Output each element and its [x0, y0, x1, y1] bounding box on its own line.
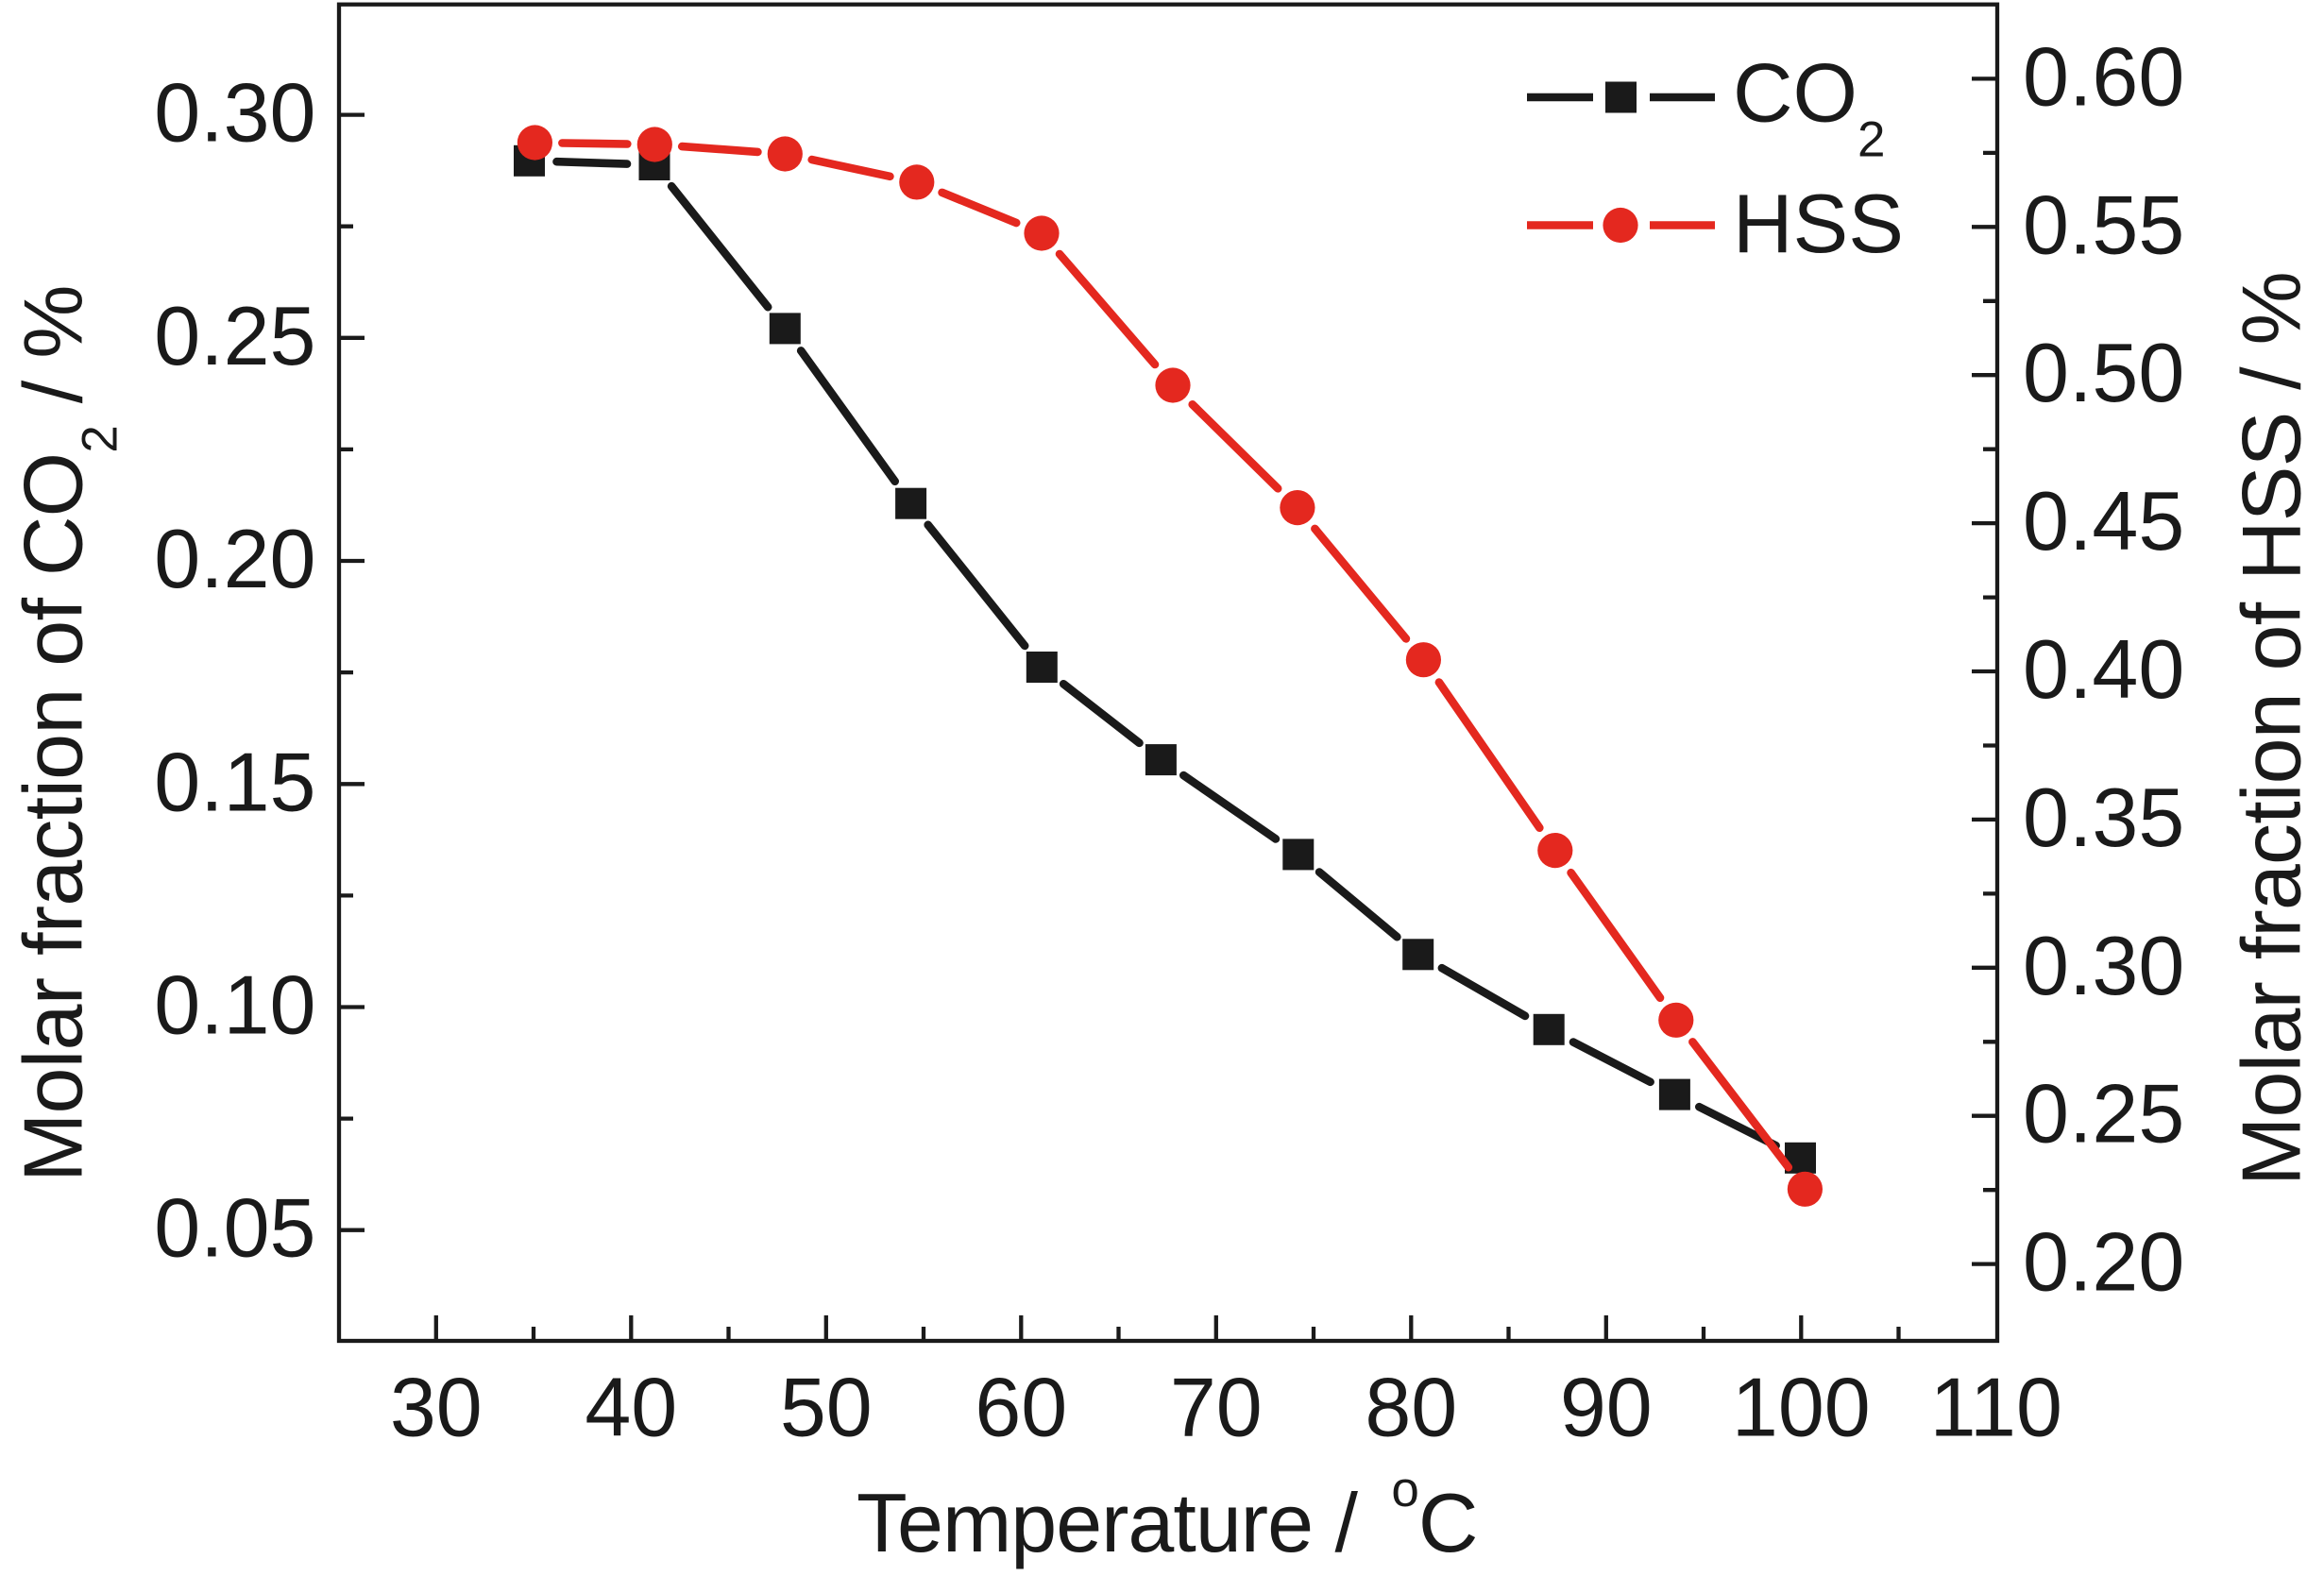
svg-text:0.30: 0.30	[154, 66, 315, 160]
svg-text:0.45: 0.45	[2023, 474, 2184, 568]
svg-text:0.40: 0.40	[2023, 622, 2184, 716]
svg-text:0.20: 0.20	[154, 512, 315, 605]
svg-text:80: 80	[1365, 1361, 1457, 1454]
svg-text:0.15: 0.15	[154, 735, 315, 828]
svg-text:0.60: 0.60	[2023, 29, 2184, 123]
svg-text:0.25: 0.25	[2023, 1067, 2184, 1161]
svg-text:0.10: 0.10	[154, 958, 315, 1052]
svg-text:90: 90	[1560, 1361, 1653, 1454]
svg-text:0.50: 0.50	[2023, 326, 2184, 419]
svg-text:Temperature / oC: Temperature / oC	[857, 1462, 1477, 1569]
svg-text:30: 30	[390, 1361, 483, 1454]
svg-text:50: 50	[780, 1361, 873, 1454]
svg-text:70: 70	[1170, 1361, 1263, 1454]
svg-text:HSS: HSS	[1733, 177, 1904, 270]
svg-text:0.35: 0.35	[2023, 771, 2184, 864]
svg-text:0.25: 0.25	[154, 289, 315, 382]
svg-text:Molar fraction of HSS / %: Molar fraction of HSS / %	[2225, 272, 2318, 1186]
svg-text:110: 110	[1930, 1361, 2062, 1454]
svg-text:0.30: 0.30	[2023, 919, 2184, 1012]
svg-text:0.05: 0.05	[154, 1181, 315, 1275]
svg-text:0.55: 0.55	[2023, 178, 2184, 271]
svg-text:40: 40	[585, 1361, 677, 1454]
svg-text:100: 100	[1732, 1361, 1871, 1454]
svg-text:60: 60	[975, 1361, 1067, 1454]
svg-text:0.20: 0.20	[2023, 1215, 2184, 1309]
